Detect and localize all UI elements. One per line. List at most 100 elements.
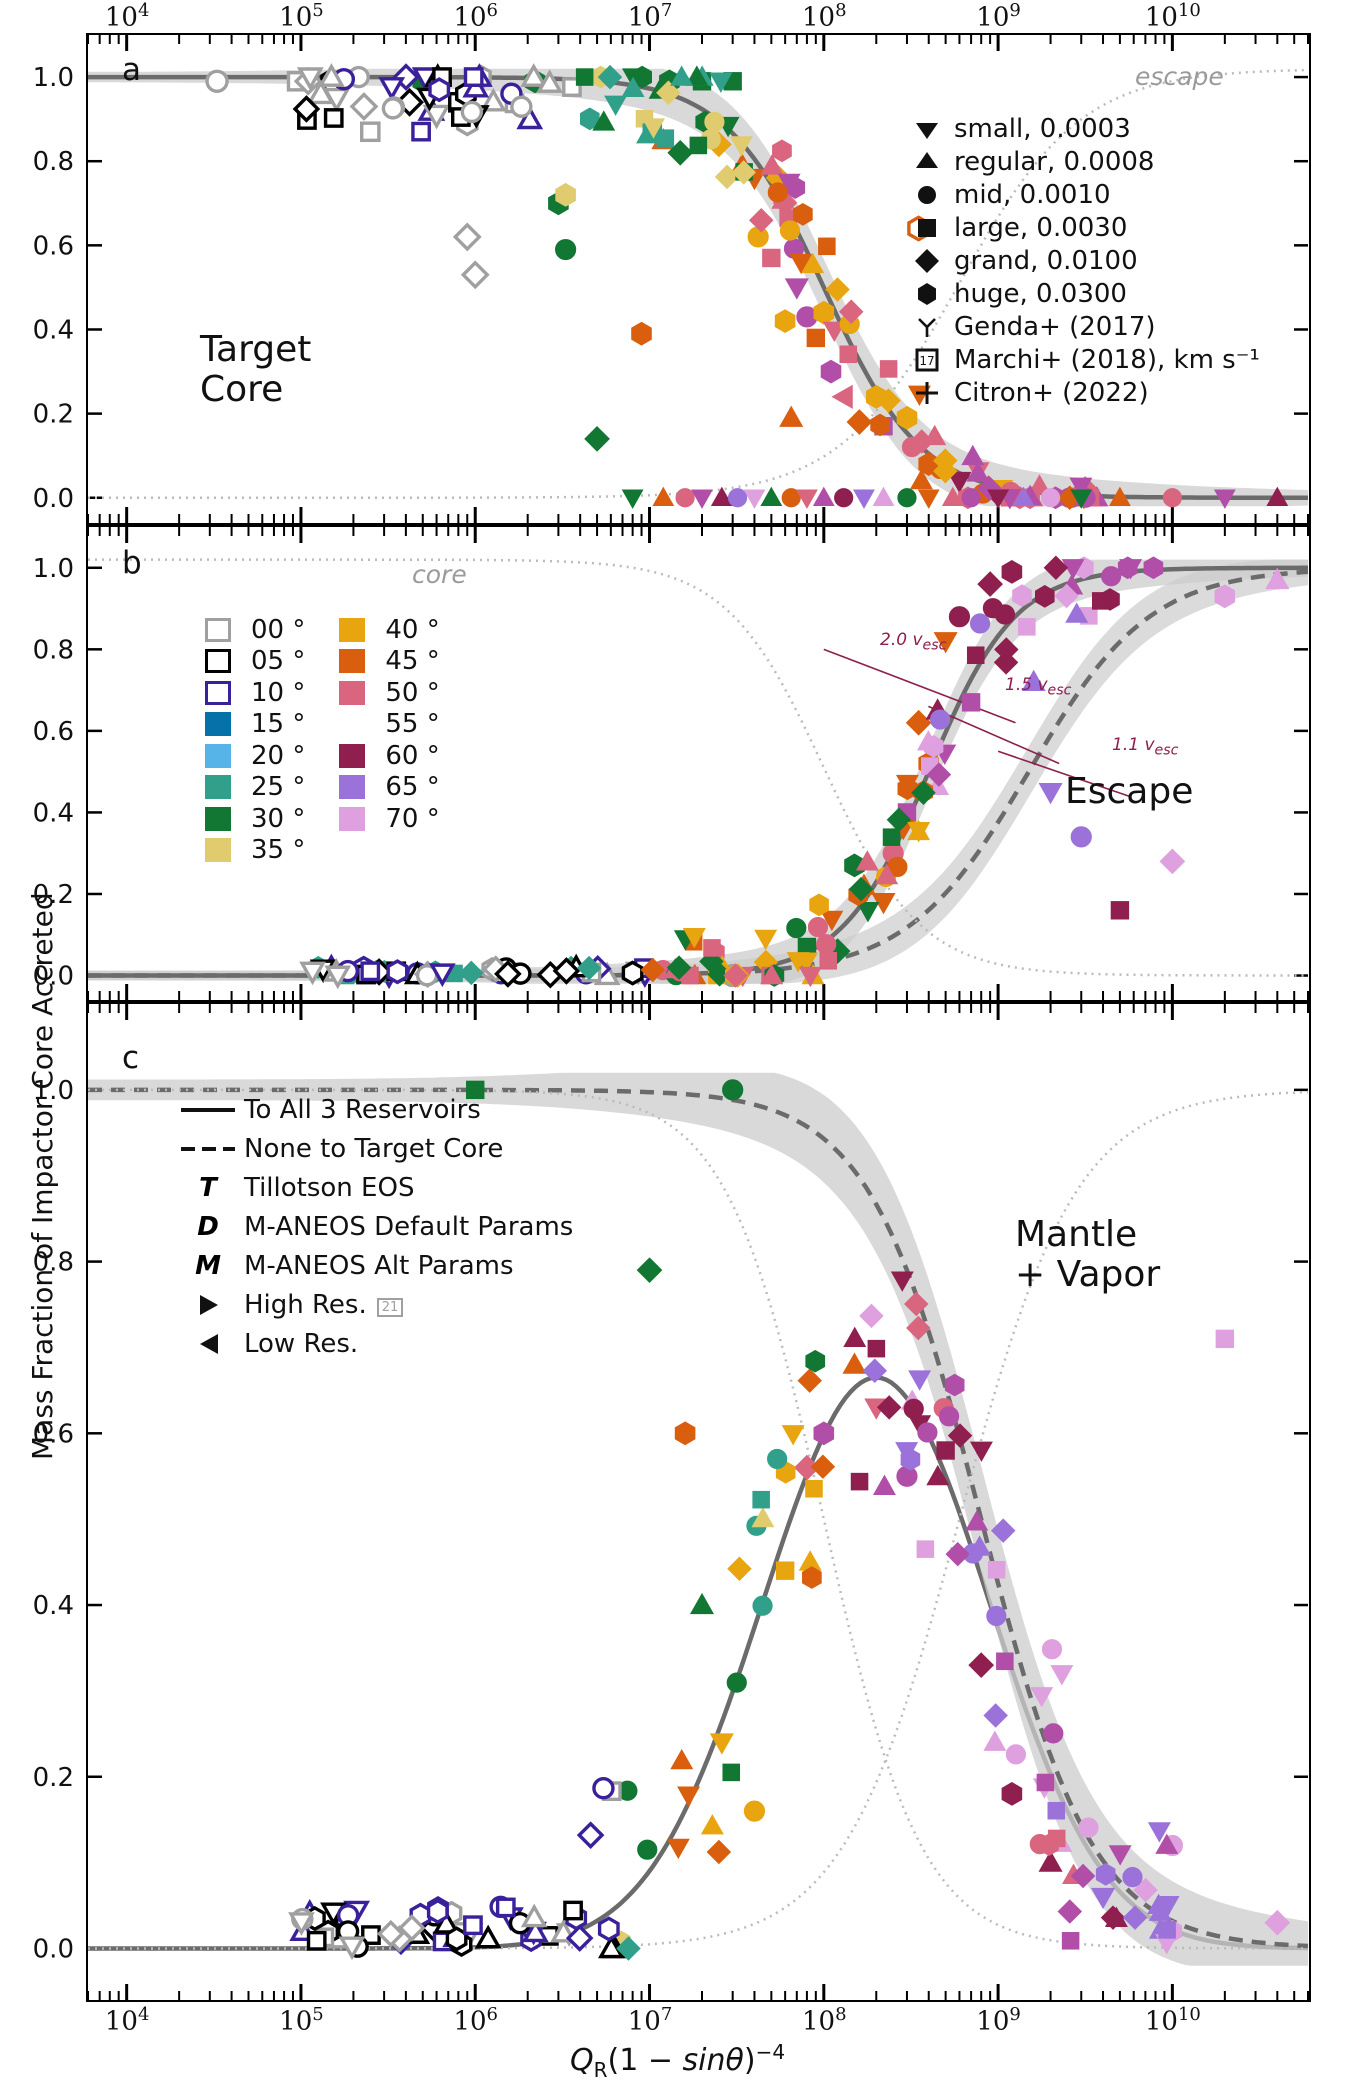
marchi-box-icon: 21 <box>376 1297 404 1317</box>
data-point <box>1039 1833 1059 1856</box>
impact-angle-legend: 00 ° 05 ° 10 ° 15 ° 20 ° 25 ° 30 ° 35 ° 40 ° 45 °… <box>205 614 440 866</box>
data-point <box>842 1352 867 1374</box>
data-point <box>798 966 822 988</box>
style-legend-label: Tillotson EOS <box>244 1172 415 1203</box>
data-points <box>288 1079 1291 1961</box>
dashed-line-icon <box>172 1136 244 1162</box>
angle-color-swatch <box>339 649 366 674</box>
data-point <box>631 321 652 346</box>
data-point <box>675 488 695 508</box>
style-legend-row: D M-ANEOS Default Params <box>172 1207 573 1246</box>
svg-text:0.6: 0.6 <box>33 231 74 261</box>
data-point <box>751 1506 775 1528</box>
data-point <box>1159 848 1186 875</box>
data-point <box>944 1373 965 1397</box>
data-point <box>762 248 781 268</box>
data-point <box>825 277 850 302</box>
data-point <box>727 1556 752 1582</box>
data-point <box>916 730 940 751</box>
angle-color-swatch <box>205 617 231 642</box>
angle-color-swatch <box>339 775 366 800</box>
data-point <box>1061 1932 1080 1950</box>
data-point <box>760 963 784 985</box>
data-point <box>552 957 581 985</box>
data-point <box>1095 1863 1116 1886</box>
data-point <box>1122 1905 1148 1930</box>
data-point <box>592 110 616 131</box>
data-point <box>812 486 835 507</box>
data-point <box>1038 1850 1063 1872</box>
data-point <box>801 1566 822 1589</box>
size-legend-row: Genda+ (2017) <box>900 310 1260 343</box>
data-point <box>1090 1887 1116 1910</box>
reservoir-c-line-2: + Vapor <box>1015 1254 1161 1296</box>
data-points <box>299 555 1290 990</box>
data-point <box>987 1561 1006 1579</box>
x-tick-label: 1010 <box>1144 0 1201 33</box>
data-point <box>522 1918 549 1943</box>
data-point <box>926 762 952 787</box>
angle-legend-col1: 00 ° 05 ° 10 ° 15 ° 20 ° 25 ° 30 ° 35 ° <box>205 614 305 866</box>
diamond-icon <box>900 246 954 276</box>
data-point <box>378 77 406 101</box>
data-point <box>1050 1665 1074 1686</box>
data-point <box>752 1490 770 1509</box>
data-point <box>292 95 321 123</box>
panel-a-letter: a <box>122 52 141 88</box>
data-point <box>667 139 694 166</box>
data-point <box>820 359 842 384</box>
angle-color-swatch <box>205 649 231 674</box>
data-point <box>929 709 951 730</box>
data-point <box>760 154 784 175</box>
vesc-label-2: 2.0 vesc <box>880 630 947 654</box>
style-legend-row: High Res. 21 <box>172 1285 573 1324</box>
angle-color-swatch <box>205 712 231 737</box>
data-point <box>1266 486 1289 507</box>
data-point <box>1041 1639 1063 1660</box>
data-point <box>1057 1899 1083 1924</box>
data-point <box>1122 1867 1143 1888</box>
reservoir-line-1: Target <box>200 329 312 370</box>
data-point <box>704 111 725 132</box>
data-point <box>948 606 971 628</box>
data-point <box>749 208 774 233</box>
angle-legend-row: 00 ° <box>205 614 305 646</box>
angle-legend-col2: 40 ° 45 ° 50 ° 55 ° 60 ° 65 ° 70 ° <box>339 614 440 866</box>
angle-legend-label: 55 ° <box>385 709 440 740</box>
angle-legend-row: 35 ° <box>205 835 305 867</box>
data-point <box>867 1339 886 1358</box>
data-point <box>872 486 895 507</box>
data-point <box>966 646 985 665</box>
data-point <box>580 107 600 131</box>
data-point <box>709 72 733 93</box>
data-point <box>691 489 713 509</box>
data-point <box>781 488 801 508</box>
y-glyph-icon <box>900 312 954 342</box>
data-point <box>906 1315 931 1341</box>
data-point <box>576 955 602 981</box>
data-point <box>917 489 940 509</box>
style-legend-row: To All 3 Reservoirs <box>172 1090 573 1129</box>
data-point <box>1265 567 1290 590</box>
boxed-17-icon: 17 <box>900 345 954 375</box>
data-point <box>1108 486 1131 507</box>
svg-text:0.4: 0.4 <box>33 798 74 828</box>
data-point <box>576 1821 605 1849</box>
data-point <box>855 850 879 871</box>
angle-legend-row: 70 ° <box>339 803 440 835</box>
data-point <box>1133 1877 1158 1903</box>
panel-b-dotted-label: core <box>412 560 467 589</box>
data-point <box>722 1763 741 1782</box>
angle-color-swatch <box>205 743 231 768</box>
size-legend-row: large, 0.0030 <box>900 211 1260 244</box>
angle-legend-row: 50 ° <box>339 677 440 709</box>
data-point <box>896 1465 918 1487</box>
x-tick-label: 1010 <box>1144 2004 1201 2037</box>
svg-text:17: 17 <box>919 354 934 368</box>
data-point <box>1264 1909 1291 1936</box>
x-tick-label: 109 <box>976 0 1021 33</box>
data-point <box>575 68 594 86</box>
data-point <box>1030 1687 1054 1708</box>
data-point <box>689 136 708 155</box>
